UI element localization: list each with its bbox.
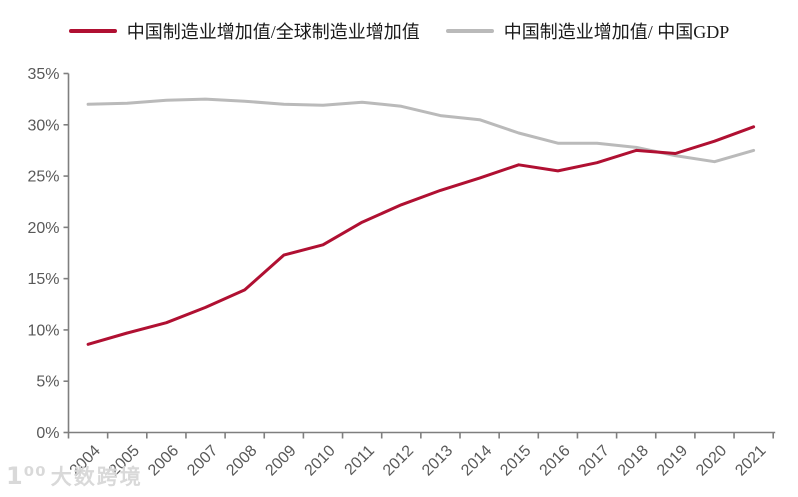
- y-tick-label: 15%: [27, 271, 59, 288]
- series-line-china-global-share: [86, 125, 756, 346]
- x-tick-label: 2017: [576, 442, 613, 479]
- x-tick-label: 2020: [693, 442, 730, 479]
- x-tick-label: 2007: [184, 442, 221, 479]
- x-tick-label: 2005: [106, 442, 143, 479]
- x-tick-label: 2013: [419, 442, 456, 479]
- x-tick-label: 2016: [537, 442, 574, 479]
- y-tick-label: 20%: [27, 220, 59, 237]
- x-tick-label: 2006: [145, 442, 182, 479]
- x-tick-label: 2015: [497, 442, 534, 479]
- x-tick-label: 2009: [262, 442, 299, 479]
- legend-label-china-global-share: 中国制造业增加值/全球制造业增加值: [126, 22, 420, 42]
- series-line-china-gdp-share: [86, 97, 756, 164]
- x-tick-label: 2004: [67, 442, 104, 479]
- x-tick-label: 2010: [302, 442, 339, 479]
- y-tick-label: 10%: [27, 322, 59, 339]
- y-tick-label: 5%: [36, 374, 59, 391]
- x-tick-label: 2008: [223, 442, 260, 479]
- x-tick-label: 2019: [654, 442, 691, 479]
- x-tick-label: 2011: [342, 442, 378, 478]
- x-tick-label: 2021: [732, 442, 769, 479]
- legend-red-line-icon: [68, 29, 117, 33]
- x-tick-label: 2012: [380, 442, 417, 479]
- legend-label-china-gdp-share: 中国制造业增加值/ 中国GDP: [503, 22, 730, 42]
- x-tick-label: 2018: [615, 442, 652, 479]
- y-tick-label: 0%: [36, 425, 59, 442]
- legend-gray-line-icon: [445, 29, 494, 33]
- chart-legend: 中国制造业增加值/全球制造业增加值 中国制造业增加值/ 中国GDP: [0, 18, 798, 44]
- legend-item-china-global-share: 中国制造业增加值/全球制造业增加值: [68, 18, 420, 44]
- y-tick-label: 25%: [27, 169, 59, 186]
- legend-item-china-gdp-share: 中国制造业增加值/ 中国GDP: [445, 18, 730, 44]
- y-tick-label: 30%: [27, 117, 59, 134]
- x-tick-label: 2014: [458, 442, 495, 479]
- y-tick-label: 35%: [27, 66, 59, 83]
